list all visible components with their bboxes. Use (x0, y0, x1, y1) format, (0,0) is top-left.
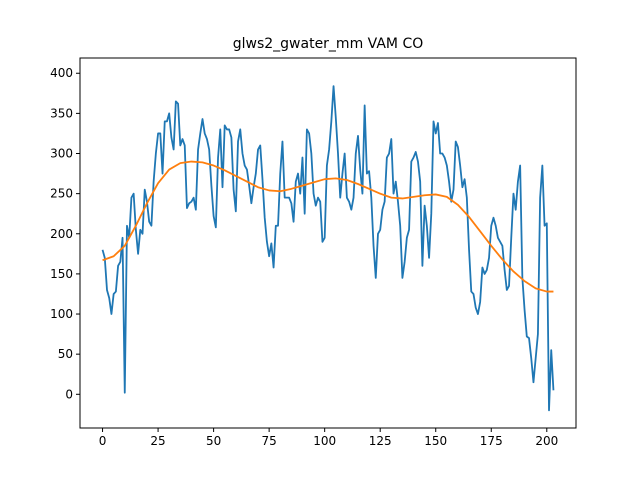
x-tick-label: 25 (150, 434, 165, 448)
data-line (102, 160, 554, 293)
x-tick-label: 0 (99, 434, 107, 448)
y-tick-label: 350 (50, 106, 73, 120)
y-tick-label: 300 (50, 147, 73, 161)
chart-title: glws2_gwater_mm VAM CO (233, 36, 424, 52)
plot-frame (79, 57, 577, 429)
y-tick-label: 150 (50, 267, 73, 281)
data-line (101, 85, 555, 412)
y-tick-label: 250 (50, 187, 73, 201)
y-tick-label: 50 (58, 347, 73, 361)
y-tick-label: 400 (50, 66, 73, 80)
y-tick-label: 0 (65, 387, 73, 401)
y-tick-label: 100 (50, 307, 73, 321)
x-tick-label: 125 (369, 434, 392, 448)
x-tick-label: 200 (535, 434, 558, 448)
x-tick-label: 175 (480, 434, 503, 448)
x-tick-label: 100 (313, 434, 336, 448)
x-tick-label: 50 (206, 434, 221, 448)
x-tick-label: 150 (424, 434, 447, 448)
y-tick-label: 200 (50, 227, 73, 241)
x-tick-label: 75 (261, 434, 276, 448)
